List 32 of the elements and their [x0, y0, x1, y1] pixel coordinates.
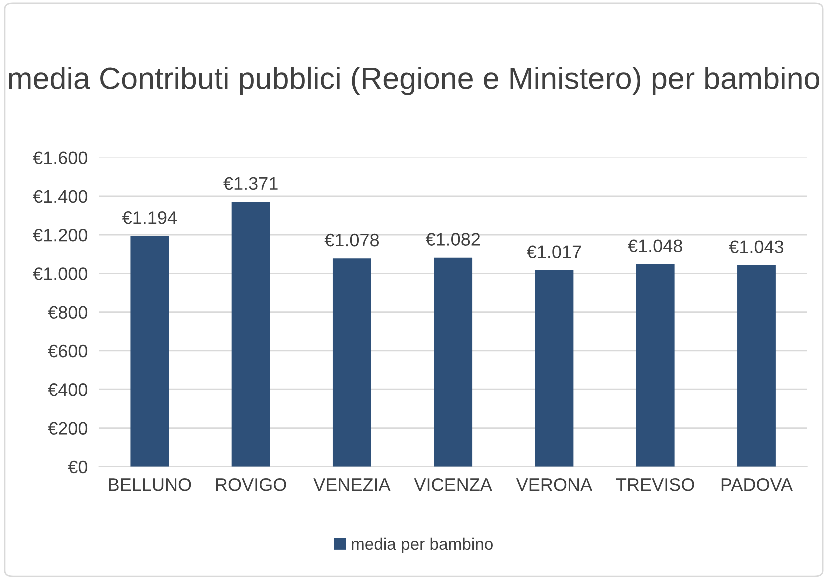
bar [434, 258, 473, 467]
bar [130, 236, 170, 467]
y-tick-label: €400 [48, 384, 88, 396]
y-tick-label: €0 [68, 460, 88, 474]
data-label: €1.043 [729, 240, 784, 254]
data-label: €1.082 [426, 233, 480, 246]
data-label: €1.017 [526, 246, 582, 258]
bar [332, 258, 372, 467]
data-label: €1.371 [224, 177, 278, 190]
y-tick-label: €1.200 [33, 228, 88, 242]
x-tick-label: VENEZIA [314, 478, 391, 492]
x-tick-label: PADOVA [722, 478, 793, 492]
data-label: €1.048 [628, 240, 682, 253]
legend-label: media per bambino [352, 538, 493, 554]
y-tick-label: €600 [48, 344, 88, 358]
bar [535, 270, 574, 467]
x-tick-label: VERONA [516, 478, 593, 492]
data-label: €1.194 [122, 212, 178, 224]
x-tick-label: VICENZA [414, 478, 492, 492]
y-tick-label: €1.600 [33, 152, 88, 164]
bar [636, 264, 675, 467]
x-tick-label: TREVISO [616, 478, 694, 492]
y-tick-label: €800 [48, 306, 88, 320]
x-tick-label: ROVIGO [216, 478, 286, 492]
y-tick-label: €1.000 [33, 268, 88, 280]
data-label: €1.078 [324, 234, 380, 247]
chart-title: media Contributi pubblici (Regione e Ministero) per bambino [9, 66, 820, 96]
y-tick-label: €200 [48, 422, 88, 435]
bar [738, 265, 776, 467]
y-tick-label: €1.400 [33, 190, 88, 204]
bar [232, 202, 270, 467]
x-tick-label: BELLUNO [109, 478, 192, 492]
